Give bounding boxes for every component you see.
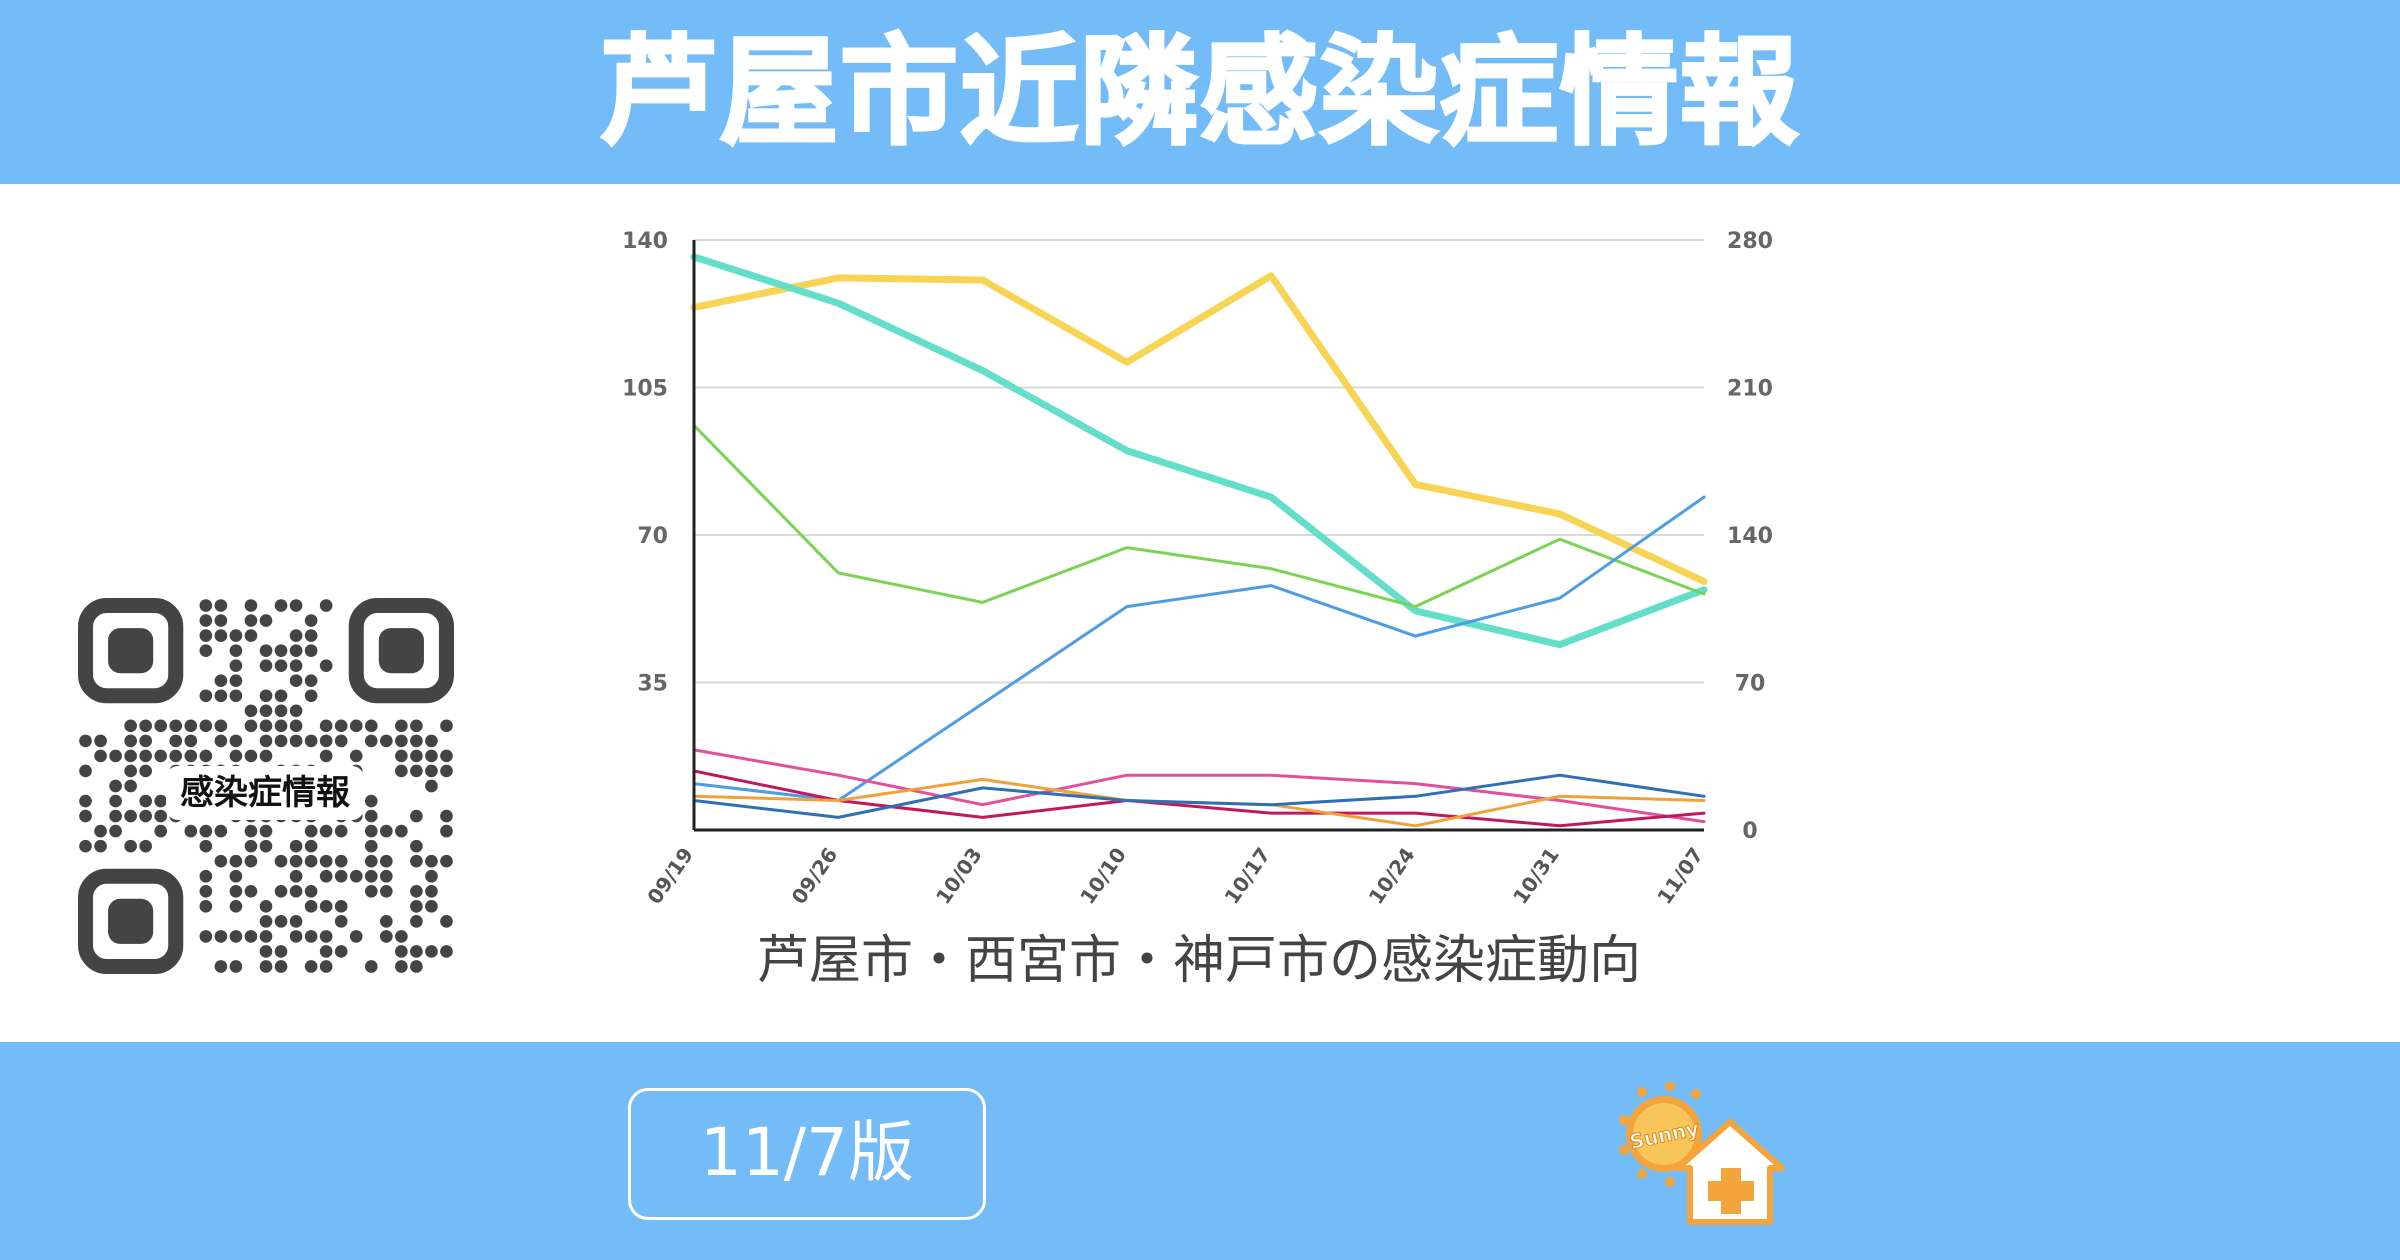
y-right-tick-label: 210 — [1727, 377, 1773, 402]
x-tick-label: 09/26 — [787, 843, 843, 908]
x-tick-label: 11/07 — [1652, 843, 1708, 908]
x-tick-label: 10/31 — [1508, 843, 1564, 908]
qr-finder-pattern — [348, 598, 454, 704]
y-left-tick-label: 35 — [637, 672, 668, 697]
series-line-6 — [692, 769, 1706, 828]
line-chart: 140 105 70 35 280 210 140 70 0 09/19 09/26 10/03 10/… — [622, 229, 1773, 991]
y-left-tick-label: 70 — [637, 524, 668, 549]
series-line-5 — [692, 748, 1706, 824]
footer-bar: 11/7版 Sunny — [0, 1042, 2400, 1260]
qr-finder-pattern — [78, 868, 184, 974]
page-title: 芦屋市近隣感染症情報 — [598, 22, 1800, 163]
x-tick-label: 10/24 — [1364, 843, 1420, 908]
qr-finder-pattern — [78, 598, 184, 704]
y-right-tick-label: 0 — [1742, 819, 1757, 844]
series-line-3 — [692, 423, 1706, 609]
y-left-tick-label: 140 — [622, 229, 668, 254]
y-right-tick-label: 70 — [1735, 672, 1766, 697]
sun-icon — [1619, 1082, 1702, 1187]
x-tick-label: 10/17 — [1219, 843, 1275, 908]
series-line-8 — [692, 773, 1706, 819]
chart-axes — [692, 240, 1704, 832]
series-line-4 — [692, 495, 1706, 802]
house-icon — [1675, 1119, 1785, 1225]
qr-code-label: 感染症情報 — [166, 766, 364, 820]
y-right-tick-label: 280 — [1727, 229, 1773, 254]
series-line-1 — [690, 272, 1708, 585]
x-tick-label: 09/19 — [642, 843, 698, 908]
series-line-2 — [690, 253, 1708, 649]
header-bar: 芦屋市近隣感染症情報 — [0, 0, 2400, 184]
edition-badge: 11/7版 — [628, 1088, 986, 1220]
qr-code[interactable]: 感染症情報 — [78, 598, 454, 974]
sunny-house-logo: Sunny — [1619, 1082, 1785, 1225]
chart-series — [690, 253, 1708, 828]
y-right-tick-label: 140 — [1727, 524, 1773, 549]
chart-grid — [694, 239, 1704, 684]
chart-caption: 芦屋市・西宮市・神戸市の感染症動向 — [757, 931, 1641, 991]
x-tick-label: 10/10 — [1075, 843, 1131, 908]
x-tick-label: 10/03 — [931, 843, 987, 908]
y-left-tick-label: 105 — [622, 377, 668, 402]
